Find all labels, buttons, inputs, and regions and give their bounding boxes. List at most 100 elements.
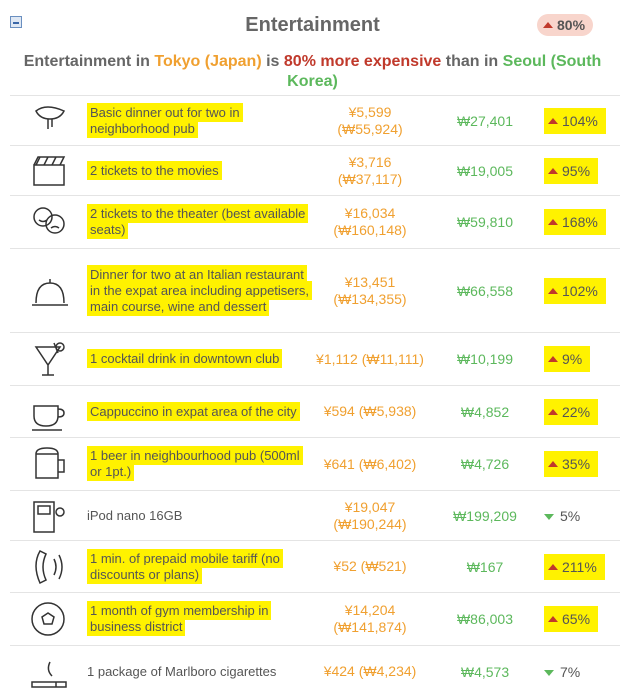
seoul-price: ₩59,810 <box>456 214 514 230</box>
summary: Entertainment in Tokyo (Japan) is 80% mo… <box>0 52 625 95</box>
table-row: iPod nano 16GB ¥19,047 (₩190,244) ₩199,209… <box>10 490 620 540</box>
item-icon <box>10 392 87 432</box>
icon <box>34 105 65 129</box>
item-cell: 1 beer in neighbourhood pub (500ml or 1p… <box>87 446 310 481</box>
converted-price: (₩11,111) <box>361 350 424 367</box>
difference-cell: 104% <box>540 107 620 134</box>
item-name: 1 month of gym membership in business di… <box>87 601 272 636</box>
price: ¥594 <box>323 403 355 419</box>
table-row: Cappuccino in expat area of the city ¥594… <box>10 385 620 437</box>
item-name: Cappuccino in expat area of the city <box>87 401 300 421</box>
table-row: 1 month of gym membership in business di… <box>10 592 620 645</box>
converted-price: (₩141,874) <box>333 619 407 635</box>
difference-cell: 95% <box>540 157 620 184</box>
seoul-price: ₩86,003 <box>456 611 514 627</box>
item-name: 1 beer in neighbourhood pub (500ml or 1p… <box>87 446 303 481</box>
item-icon <box>10 547 87 587</box>
badge: 80% <box>537 14 594 36</box>
down-arrow <box>544 669 554 676</box>
difference: 80% more expensive <box>283 53 442 70</box>
tokyo-price: ¥13,451 (₩134,355) <box>310 274 430 308</box>
difference-cell: 168% <box>540 209 620 235</box>
icon <box>30 602 65 636</box>
converted-price: (₩160,148) <box>333 222 407 238</box>
seoul-price: ₩4,573 <box>460 663 510 680</box>
item-cell: Dinner for two at an Italian restaurant … <box>87 264 312 316</box>
icon <box>34 549 63 584</box>
difference: 65% <box>562 611 591 627</box>
summary-text: is <box>261 53 284 70</box>
tokyo-price: ¥641 (₩6,402) <box>310 456 430 473</box>
table-row: Dinner for two at an Italian restaurant … <box>10 248 620 332</box>
up-arrow <box>548 219 558 225</box>
difference: 102% <box>562 282 598 299</box>
table-row: 1 package of Marlboro cigarettes ¥424 (₩4… <box>10 645 620 697</box>
city: Tokyo (Japan) <box>154 53 262 70</box>
difference: 104% <box>562 112 598 129</box>
difference: 95% <box>562 162 591 179</box>
up-arrow <box>548 461 558 467</box>
up-arrow <box>548 117 558 124</box>
item-cell: 1 month of gym membership in business di… <box>87 601 310 636</box>
difference: 9% <box>562 351 583 367</box>
tokyo-price: ¥424 (₩4,234) <box>310 663 430 680</box>
item-name: 2 tickets to the movies <box>87 160 222 180</box>
seoul-price: ₩27,401 <box>456 112 514 129</box>
item-name: Dinner for two at an Italian restaurant … <box>87 264 312 316</box>
converted-price: (₩55,924) <box>337 120 403 137</box>
up-arrow <box>548 616 558 622</box>
price: ¥13,451 <box>344 273 396 290</box>
up-arrow <box>548 167 558 174</box>
item-icon <box>10 339 87 379</box>
seoul-price: ₩10,199 <box>456 351 514 367</box>
converted-price: (₩6,402) <box>358 455 417 472</box>
up-arrow <box>548 408 558 415</box>
seoul-price: ₩66,558 <box>456 282 514 299</box>
header: Entertainment 80% <box>0 0 625 52</box>
difference-cell: 35% <box>540 451 620 477</box>
collapse-icon[interactable] <box>10 16 22 28</box>
item-icon <box>10 271 87 311</box>
difference-cell: 102% <box>540 277 620 304</box>
tokyo-price: ¥52 (₩521) <box>310 558 430 575</box>
summary-text: Entertainment in <box>23 53 155 70</box>
item-name: iPod nano 16GB <box>87 507 183 523</box>
difference-cell: 9% <box>540 346 620 372</box>
item-cell: 2 tickets to the theater (best available… <box>87 204 310 239</box>
icon <box>31 404 65 431</box>
item-name: 1 cocktail drink in downtown club <box>87 349 283 368</box>
summary-text: than in <box>441 53 503 70</box>
item-icon <box>10 599 87 639</box>
price: ¥1,112 <box>316 350 358 367</box>
up-arrow <box>548 356 558 362</box>
price: ¥3,716 <box>348 153 392 170</box>
converted-price: (₩521) <box>360 558 407 574</box>
converted-price: (₩37,117) <box>337 170 403 187</box>
item-cell: Cappuccino in expat area of the city <box>87 401 310 421</box>
tokyo-price: ¥5,599 (₩55,924) <box>310 104 430 138</box>
converted-price: (₩190,244) <box>333 515 407 532</box>
table-row: Basic dinner out for two in neighborhood… <box>10 95 620 145</box>
icon <box>32 500 65 533</box>
tokyo-price: ¥594 (₩5,938) <box>310 403 430 420</box>
item-cell: 2 tickets to the movies <box>87 160 310 180</box>
converted-price: (₩134,355) <box>333 290 407 307</box>
tokyo-price: ¥1,112 (₩11,111) <box>310 351 430 368</box>
seoul-price: ₩4,726 <box>460 456 510 472</box>
item-cell: Basic dinner out for two in neighborhood… <box>87 102 310 138</box>
tokyo-price: ¥19,047 (₩190,244) <box>310 499 430 533</box>
difference: 211% <box>562 558 597 575</box>
item-cell: 1 min. of prepaid mobile tariff (no disc… <box>87 548 310 584</box>
tokyo-price: ¥16,034 (₩160,148) <box>310 205 430 239</box>
price: ¥641 <box>323 455 355 472</box>
difference-cell: 7% <box>540 664 620 680</box>
difference: 168% <box>562 214 598 230</box>
item-cell: iPod nano 16GB <box>87 508 310 524</box>
item-icon <box>10 202 87 242</box>
item-icon <box>10 496 87 536</box>
difference: 35% <box>562 456 591 472</box>
converted-price: (₩5,938) <box>358 403 417 419</box>
seoul-price: ₩167 <box>466 558 504 575</box>
item-icon <box>10 151 87 191</box>
difference-cell: 211% <box>540 553 620 580</box>
